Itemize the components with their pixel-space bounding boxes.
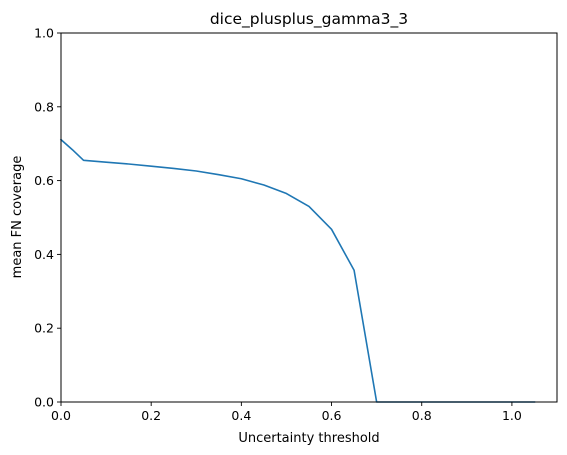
y-tick-label: 0.0 — [34, 395, 54, 410]
y-axis-label: mean FN coverage — [10, 156, 25, 279]
x-tick-label: 0.6 — [322, 408, 342, 423]
plot-background — [61, 33, 557, 402]
x-axis-ticks: 0.0 0.2 0.4 0.6 0.8 1.0 — [51, 402, 522, 423]
y-tick-label: 0.4 — [34, 247, 54, 262]
plot-frame — [60, 32, 558, 403]
x-tick-label: 0.8 — [412, 408, 432, 423]
y-tick-label: 1.0 — [34, 26, 54, 41]
y-tick-label: 0.8 — [34, 99, 54, 114]
chart-title: dice_plusplus_gamma3_3 — [210, 10, 408, 29]
y-axis-ticks: 0.0 0.2 0.4 0.6 0.8 1.0 — [34, 26, 61, 410]
x-tick-label: 0.4 — [231, 408, 251, 423]
x-tick-label: 0.2 — [141, 408, 161, 423]
y-tick-label: 0.6 — [34, 173, 54, 188]
x-tick-label: 1.0 — [502, 408, 522, 423]
x-axis-label: Uncertainty threshold — [238, 431, 379, 446]
x-tick-label: 0.0 — [51, 408, 71, 423]
y-tick-label: 0.2 — [34, 321, 54, 336]
